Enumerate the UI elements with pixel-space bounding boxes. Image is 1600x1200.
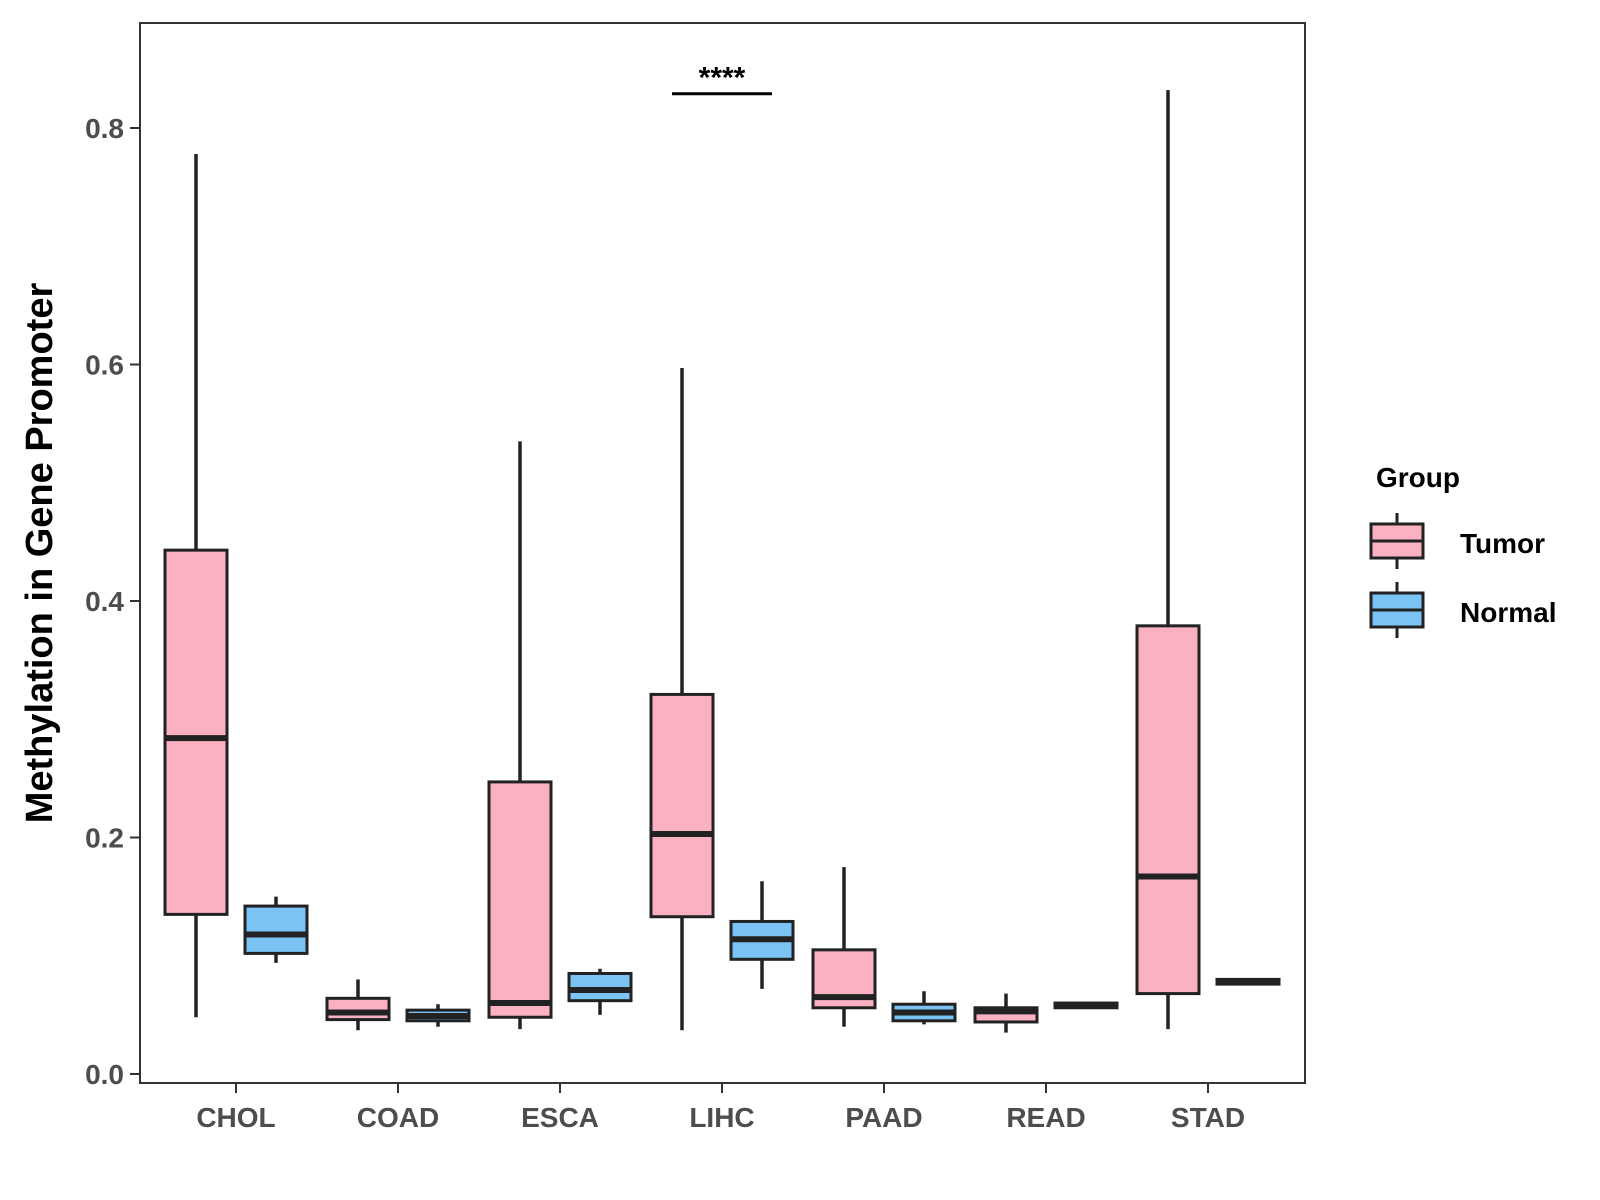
box-tumor-read <box>973 993 1039 1033</box>
legend-key-normal <box>1369 582 1425 638</box>
y-tick-label: 0.6 <box>85 350 124 381</box>
box-normal-paad <box>891 991 957 1025</box>
x-tick-label: LIHC <box>689 1102 754 1133</box>
box-iqr <box>163 548 229 916</box>
box-iqr <box>1135 624 1201 996</box>
legend-title: Group <box>1376 462 1460 493</box>
box-normal-chol <box>243 896 309 963</box>
box-tumor-coad <box>325 979 391 1031</box>
legend-key-tumor <box>1369 513 1425 569</box>
y-tick-label: 0.8 <box>85 113 124 144</box>
x-tick-label: STAD <box>1171 1102 1245 1133</box>
box-tumor-esca <box>487 441 553 1030</box>
box-iqr <box>487 780 553 1019</box>
y-tick-label: 0.0 <box>85 1059 124 1090</box>
box-iqr <box>243 904 309 955</box>
box-iqr <box>325 996 391 1022</box>
x-tick-label: READ <box>1006 1102 1085 1133</box>
y-tick-label: 0.2 <box>85 823 124 854</box>
box-iqr <box>649 692 715 919</box>
x-tick-label: PAAD <box>845 1102 922 1133</box>
box-normal-esca <box>567 968 633 1015</box>
box-tumor-stad <box>1135 90 1201 1030</box>
box-tumor-lihc <box>649 368 715 1031</box>
box-normal-coad <box>405 1004 471 1027</box>
legend-label-normal: Normal <box>1460 597 1556 628</box>
significance-label: **** <box>699 62 746 95</box>
box-tumor-paad <box>811 867 877 1027</box>
y-tick-label: 0.4 <box>85 586 124 617</box>
box-tumor-chol <box>163 154 229 1018</box>
box-normal-read <box>1053 1001 1119 1010</box>
x-tick-label: COAD <box>357 1102 439 1133</box>
box-normal-lihc <box>729 881 795 989</box>
box-normal-stad <box>1215 977 1281 986</box>
x-tick-label: CHOL <box>196 1102 275 1133</box>
y-axis-title: Methylation in Gene Promoter <box>19 283 61 824</box>
plot-panel <box>139 22 1306 1084</box>
legend-label-tumor: Tumor <box>1460 528 1545 559</box>
x-tick-label: ESCA <box>521 1102 599 1133</box>
